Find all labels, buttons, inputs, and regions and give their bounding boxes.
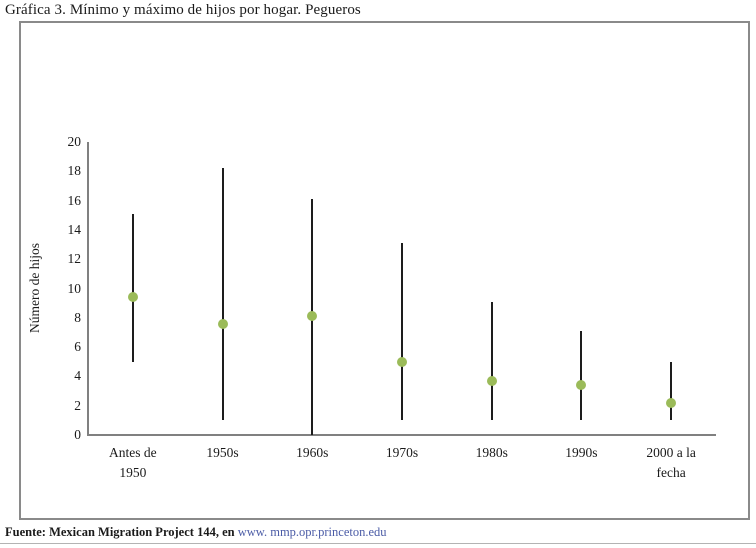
chart-title: Gráfica 3. Mínimo y máximo de hijos por … — [5, 2, 361, 18]
y-tick-label: 10 — [67, 280, 82, 296]
range-line — [670, 361, 673, 421]
x-axis-line — [87, 434, 716, 436]
range-line — [221, 168, 224, 421]
y-tick-label: 0 — [74, 427, 81, 442]
y-tick-label: 8 — [74, 309, 81, 325]
x-axis-category-label: Antes de 1950 — [109, 445, 157, 480]
y-tick-label: 18 — [67, 163, 82, 179]
range-line — [490, 301, 493, 421]
mean-marker — [217, 318, 228, 329]
x-axis-category-label: 1960s — [296, 445, 329, 460]
source-link[interactable]: www. mmp.opr.princeton.edu — [237, 525, 387, 539]
range-line — [580, 330, 583, 421]
mean-marker — [576, 380, 587, 391]
bottom-divider — [0, 543, 756, 544]
mean-marker — [127, 292, 138, 303]
mean-marker — [486, 375, 497, 386]
y-axis-line — [87, 142, 89, 436]
x-axis-category-label: 1990s — [565, 445, 598, 460]
range-line — [131, 213, 134, 362]
x-axis-category-label: 2000 a la fecha — [646, 445, 696, 480]
plot-area: Número de hijos 0 2 4 6 8 10 12 14 16 18 20 Antes d… — [21, 23, 748, 518]
source-note: Fuente: Mexican Migration Project 144, e… — [5, 525, 387, 540]
mean-marker — [397, 356, 407, 367]
chart-box: Número de hijos 0 2 4 6 8 10 12 14 16 18 20 Antes d… — [19, 21, 750, 520]
y-tick-label: 14 — [67, 221, 82, 237]
y-tick-label: 2 — [74, 397, 81, 413]
y-tick-label: 12 — [67, 251, 82, 267]
x-axis-category-label: 1970s — [385, 445, 419, 460]
y-tick-label: 4 — [74, 368, 81, 384]
y-tick-label: 20 — [67, 134, 82, 149]
mean-marker — [666, 397, 677, 408]
mean-marker — [307, 311, 318, 322]
source-note-text: Fuente: Mexican Migration Project 144, e… — [5, 525, 238, 539]
x-axis-category-label: 1980s — [475, 445, 508, 460]
y-tick-label: 6 — [74, 339, 81, 355]
x-axis-category-label: 1950s — [206, 445, 239, 460]
y-tick-label: 16 — [67, 192, 82, 208]
range-line — [401, 243, 403, 421]
